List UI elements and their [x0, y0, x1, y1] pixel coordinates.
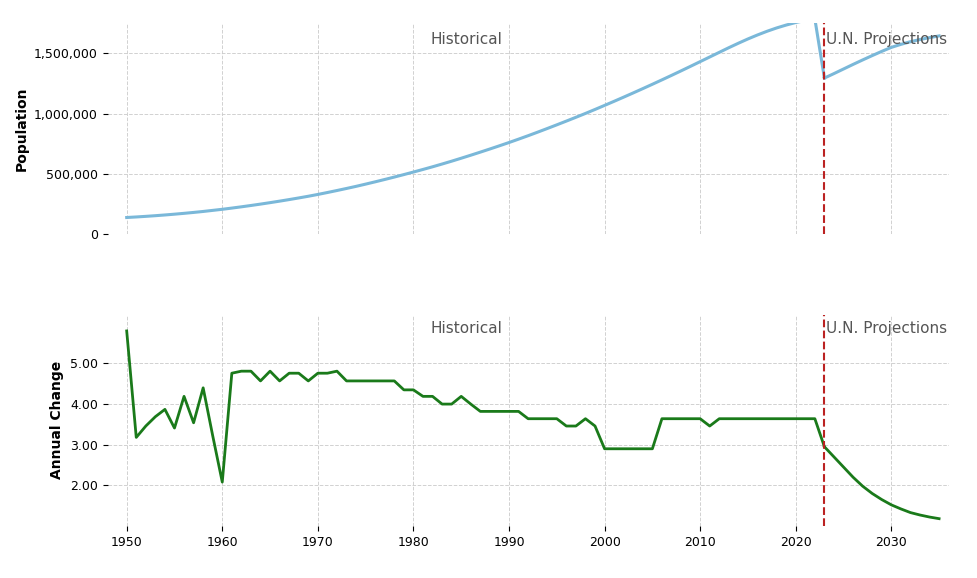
Text: U.N. Projections: U.N. Projections: [826, 321, 946, 336]
Text: U.N. Projections: U.N. Projections: [826, 32, 946, 47]
Y-axis label: Annual Change: Annual Change: [50, 361, 64, 480]
Text: Historical: Historical: [430, 321, 501, 336]
Text: Historical: Historical: [430, 32, 501, 47]
Y-axis label: Population: Population: [15, 87, 28, 171]
